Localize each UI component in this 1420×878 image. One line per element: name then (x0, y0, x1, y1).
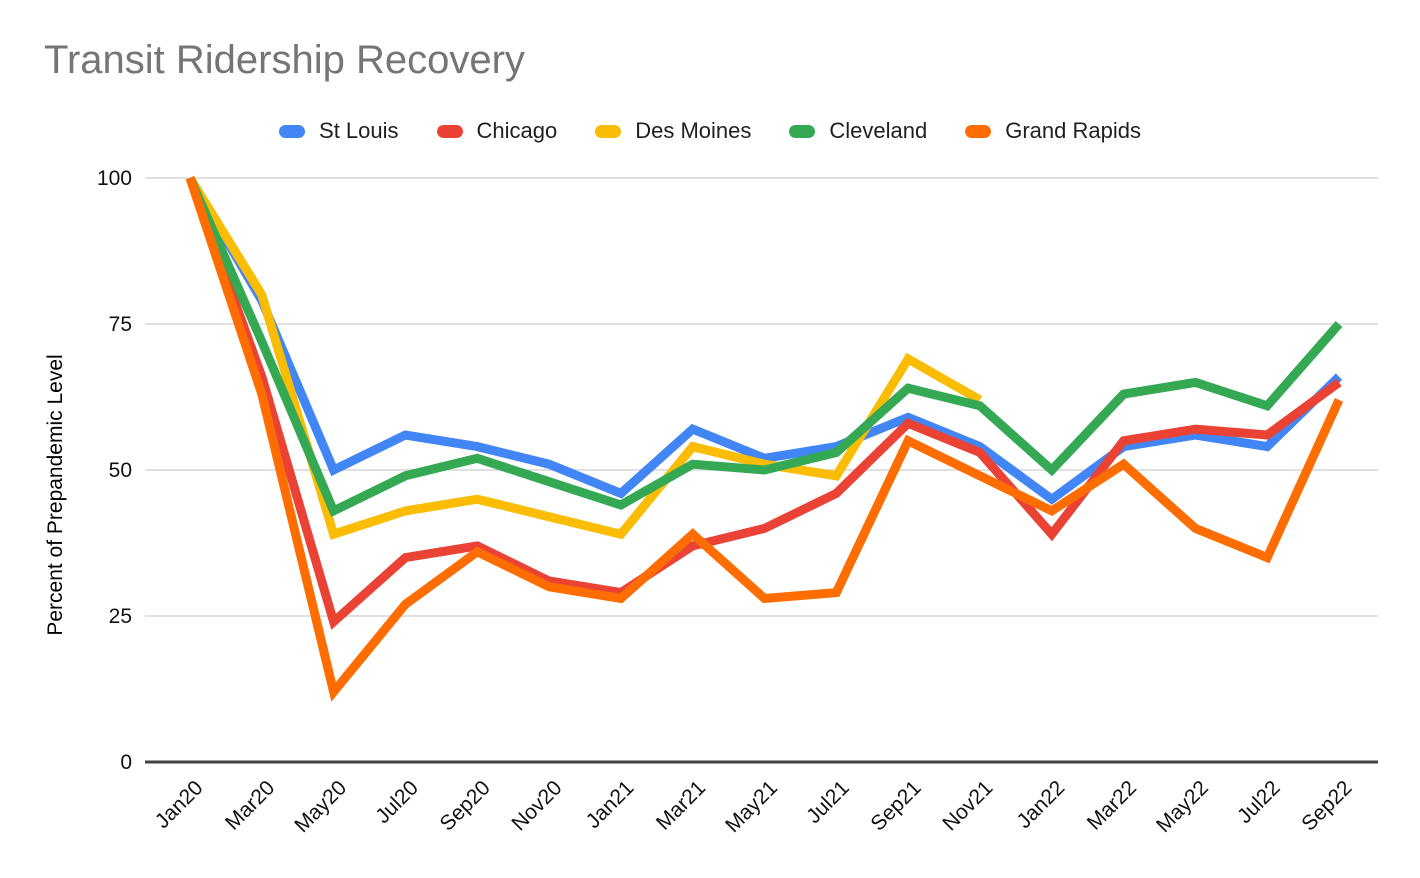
legend-label: Chicago (476, 118, 558, 143)
y-tick-label: 0 (120, 751, 132, 774)
x-tick-label: Mar21 (652, 776, 710, 834)
x-tick-label: May20 (290, 776, 351, 837)
legend-label: Grand Rapids (1005, 118, 1141, 143)
legend-swatch-cleveland (789, 124, 816, 138)
legend-label: Cleveland (829, 118, 928, 143)
legend-swatch-st-louis (279, 124, 306, 138)
x-tick-label: May21 (721, 776, 782, 837)
chart-legend: St Louis Chicago Des Moines Cleveland Grand … (0, 114, 1420, 148)
legend-item-chicago: Chicago (436, 118, 558, 144)
legend-item-st-louis: St Louis (279, 118, 399, 144)
y-tick-label: 25 (109, 605, 132, 628)
x-tick-label: Nov21 (938, 776, 997, 835)
legend-swatch-grand-rapids (965, 124, 992, 138)
x-tick-label: Jan21 (582, 776, 639, 833)
legend-label: Des Moines (635, 118, 752, 143)
y-axis-title: Percent of Prepandemic Level (44, 354, 67, 635)
x-tick-label: Sep20 (436, 776, 495, 835)
x-tick-label: Jan22 (1013, 776, 1070, 833)
chart-title: Transit Ridership Recovery (44, 38, 525, 82)
legend-swatch-des-moines (595, 124, 622, 138)
x-tick-label: Jul21 (802, 776, 854, 828)
series-line-st-louis (186, 175, 1343, 505)
x-tick-label: May22 (1152, 776, 1213, 837)
x-tick-label: Nov20 (507, 776, 566, 835)
x-tick-label: Sep21 (866, 776, 925, 835)
x-tick-label: Jul22 (1233, 776, 1285, 828)
legend-item-grand-rapids: Grand Rapids (965, 118, 1141, 144)
legend-item-des-moines: Des Moines (595, 118, 751, 144)
x-tick-label: Jul20 (371, 776, 423, 828)
series-line-grand-rapids (185, 176, 1344, 702)
legend-label: St Louis (319, 118, 399, 143)
series-line-chicago (185, 176, 1342, 630)
x-tick-label: Mar20 (221, 776, 279, 834)
y-tick-label: 50 (109, 459, 132, 482)
x-tick-label: Sep22 (1297, 776, 1356, 835)
series-line-cleveland (185, 176, 1343, 518)
y-tick-label: 100 (97, 167, 132, 190)
y-tick-label: 75 (109, 313, 132, 336)
x-tick-label: Jan20 (151, 776, 208, 833)
legend-item-cleveland: Cleveland (789, 118, 927, 144)
x-tick-label: Mar22 (1083, 776, 1141, 834)
legend-swatch-chicago (436, 124, 463, 138)
series-line-des-moines (186, 175, 983, 540)
